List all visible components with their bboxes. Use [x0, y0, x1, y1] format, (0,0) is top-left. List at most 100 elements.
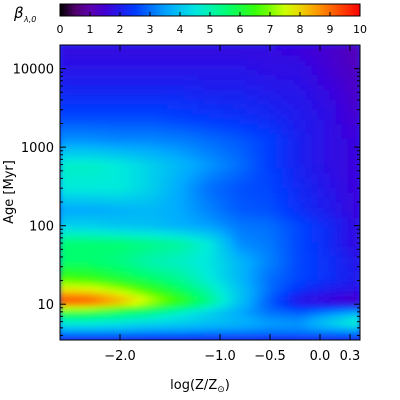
heatmap-cell [167, 246, 175, 252]
heatmap-cell [221, 74, 229, 80]
heatmap-cell [293, 310, 301, 316]
heatmap-cell [329, 231, 337, 238]
heatmap-cell [77, 334, 85, 340]
heatmap-cell [329, 275, 337, 282]
heatmap-cell [353, 64, 360, 71]
heatmap-cell [293, 226, 301, 233]
heatmap-cell [143, 69, 151, 75]
heatmap-cell [131, 329, 139, 336]
heatmap-cell [269, 255, 277, 262]
heatmap-cell [341, 142, 349, 149]
heatmap-cell [317, 113, 325, 120]
heatmap-cell [149, 64, 157, 71]
heatmap-cell [77, 45, 85, 51]
heatmap-cell [179, 270, 187, 277]
heatmap-cell [131, 334, 139, 340]
heatmap-cell [203, 142, 211, 149]
heatmap-cell [83, 241, 91, 248]
heatmap-cell [233, 221, 241, 228]
heatmap-cell [275, 103, 283, 110]
heatmap-cell [305, 93, 313, 100]
heatmap-cell [155, 162, 163, 169]
heatmap-cell [185, 93, 193, 100]
heatmap-cell [197, 319, 205, 326]
heatmap-cell [323, 54, 331, 61]
heatmap-cell [167, 152, 175, 159]
heatmap-cell [185, 290, 193, 297]
heatmap-cell [155, 280, 163, 287]
heatmap-cell [119, 280, 127, 287]
heatmap-cell [233, 231, 241, 238]
heatmap-cell [77, 162, 85, 169]
heatmap-cell [311, 187, 319, 193]
heatmap-cell [149, 285, 157, 292]
heatmap-cell [239, 260, 247, 267]
heatmap-cell [95, 231, 103, 238]
heatmap-cell [71, 260, 79, 267]
heatmap-cell [257, 329, 265, 336]
heatmap-cell [215, 251, 223, 257]
heatmap-cell [287, 310, 295, 316]
heatmap-cell [143, 241, 151, 248]
heatmap-cell [95, 157, 103, 164]
heatmap-cell [101, 64, 109, 71]
heatmap-cell [341, 260, 349, 267]
heatmap-cell [185, 113, 193, 120]
heatmap-cell [119, 54, 127, 61]
heatmap-cell [161, 260, 169, 267]
heatmap-cell [293, 137, 301, 144]
heatmap-cell [137, 133, 145, 139]
colorbar-tick-label: 4 [177, 23, 184, 36]
heatmap-cell [323, 93, 331, 100]
heatmap-cell [143, 108, 151, 115]
heatmap-cell [113, 310, 121, 316]
heatmap-cell [95, 314, 103, 321]
heatmap-cell [251, 142, 259, 149]
heatmap-cell [257, 236, 265, 243]
heatmap-cell [287, 314, 295, 321]
x-tick-label: −1.0 [204, 349, 236, 364]
heatmap-cell [119, 319, 127, 326]
heatmap-cell [257, 196, 265, 203]
heatmap-cell [119, 172, 127, 179]
heatmap-cell [203, 295, 211, 302]
heatmap-cell [233, 211, 241, 218]
heatmap-cell [161, 142, 169, 149]
heatmap-cell [293, 246, 301, 252]
heatmap-cell [275, 123, 283, 130]
heatmap-cell [251, 137, 259, 144]
heatmap-cell [305, 69, 313, 75]
heatmap-cell [281, 152, 289, 159]
heatmap-cell [143, 300, 151, 307]
heatmap-cell [293, 108, 301, 115]
heatmap-cell [77, 113, 85, 120]
heatmap-cell [239, 108, 247, 115]
heatmap-cell [179, 64, 187, 71]
heatmap-cell [113, 69, 121, 75]
heatmap-cell [251, 162, 259, 169]
heatmap-cell [83, 285, 91, 292]
heatmap-cell [161, 59, 169, 66]
heatmap-cell [347, 103, 355, 110]
heatmap-cell [281, 64, 289, 71]
heatmap-cell [323, 172, 331, 179]
heatmap-cell [155, 246, 163, 252]
heatmap-cell [173, 128, 181, 134]
heatmap-cell [299, 201, 307, 208]
heatmap-cell [95, 251, 103, 257]
heatmap-cell [251, 108, 259, 115]
heatmap-cell [77, 221, 85, 228]
heatmap-cell [89, 260, 97, 267]
heatmap-cell [125, 221, 133, 228]
heatmap-cell [83, 88, 91, 95]
heatmap-cell [167, 211, 175, 218]
heatmap-cell [113, 123, 121, 130]
heatmap-cell [209, 118, 217, 125]
heatmap-cell [353, 305, 360, 311]
heatmap-cell [119, 128, 127, 134]
heatmap-cell [275, 231, 283, 238]
heatmap-cell [227, 137, 235, 144]
heatmap-cell [155, 142, 163, 149]
heatmap-cell [131, 211, 139, 218]
heatmap-cell [233, 246, 241, 252]
